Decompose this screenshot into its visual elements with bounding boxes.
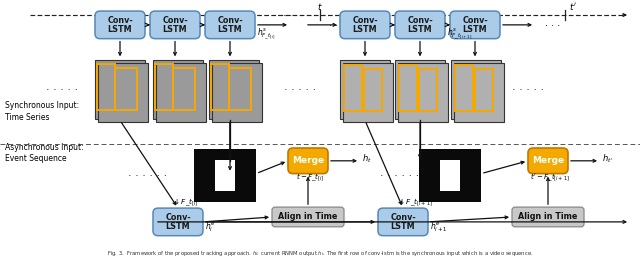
- Text: Conv-: Conv-: [162, 16, 188, 25]
- Text: · · · · ·: · · · · ·: [46, 85, 78, 95]
- Bar: [455, 65, 473, 111]
- FancyBboxPatch shape: [395, 11, 445, 39]
- Text: LSTM: LSTM: [390, 222, 415, 231]
- Text: $\downarrow F\_t_{[i]}$: $\downarrow F\_t_{[i]}$: [172, 197, 198, 208]
- Text: · · · · · ·: · · · · · ·: [129, 171, 168, 181]
- Bar: [399, 65, 417, 111]
- Text: LSTM: LSTM: [408, 25, 432, 34]
- Text: Synchronous Input:
Time Series: Synchronous Input: Time Series: [5, 101, 79, 122]
- Text: Conv-: Conv-: [107, 16, 133, 25]
- Text: · · · · ·: · · · · ·: [48, 11, 76, 21]
- FancyBboxPatch shape: [528, 148, 568, 174]
- Bar: [395, 60, 445, 119]
- Text: $t - F\_t_{[i]}$: $t - F\_t_{[i]}$: [296, 172, 324, 183]
- Text: $t$: $t$: [317, 1, 323, 12]
- Text: Fig. 3.  Framework of the proposed tracking approach. $h_t$: current RNNM output: Fig. 3. Framework of the proposed tracki…: [107, 249, 533, 258]
- Text: Conv-: Conv-: [165, 213, 191, 222]
- FancyBboxPatch shape: [205, 11, 255, 39]
- Bar: [475, 69, 493, 111]
- Text: · · · · ·: · · · · ·: [512, 85, 544, 95]
- FancyBboxPatch shape: [153, 208, 203, 236]
- Text: · · ·: · · ·: [545, 21, 560, 31]
- Text: Conv-: Conv-: [462, 16, 488, 25]
- Text: $h_t$: $h_t$: [362, 153, 372, 165]
- Text: Asynchronous Input:
Event Sequence: Asynchronous Input: Event Sequence: [5, 142, 84, 163]
- Bar: [97, 64, 115, 110]
- Bar: [344, 65, 362, 111]
- Text: Conv-: Conv-: [352, 16, 378, 25]
- Text: Conv-: Conv-: [390, 213, 416, 222]
- Text: · · · · ·: · · · · ·: [284, 85, 316, 95]
- Text: $t'$: $t'$: [569, 1, 577, 12]
- Bar: [115, 68, 137, 110]
- FancyBboxPatch shape: [340, 11, 390, 39]
- Bar: [98, 63, 148, 123]
- Text: · · ·: · · ·: [277, 11, 292, 21]
- Text: Conv-: Conv-: [217, 16, 243, 25]
- Bar: [211, 64, 229, 110]
- Text: LSTM: LSTM: [166, 222, 190, 231]
- Text: LSTM: LSTM: [163, 25, 188, 34]
- Text: $\downarrow F\_t_{[i+1]}$: $\downarrow F\_t_{[i+1]}$: [397, 197, 433, 208]
- Bar: [419, 69, 437, 111]
- FancyBboxPatch shape: [288, 148, 328, 174]
- Text: Align in Time: Align in Time: [278, 212, 338, 221]
- Bar: [215, 160, 235, 191]
- FancyBboxPatch shape: [450, 11, 500, 39]
- Text: Conv-: Conv-: [407, 16, 433, 25]
- Text: · · ·: · · ·: [330, 21, 344, 31]
- Bar: [156, 63, 206, 123]
- Bar: [209, 60, 259, 119]
- FancyBboxPatch shape: [95, 11, 145, 39]
- Text: $h^e_i$: $h^e_i$: [205, 220, 216, 234]
- Bar: [440, 160, 460, 191]
- Text: LSTM: LSTM: [463, 25, 487, 34]
- Bar: [454, 63, 504, 123]
- Text: LSTM: LSTM: [218, 25, 243, 34]
- Text: Merge: Merge: [292, 156, 324, 165]
- Text: $h^s_{F\_t_{[i]}}$: $h^s_{F\_t_{[i]}}$: [257, 27, 275, 42]
- Text: LSTM: LSTM: [353, 25, 378, 34]
- Bar: [419, 149, 481, 202]
- Bar: [343, 63, 393, 123]
- FancyBboxPatch shape: [512, 207, 584, 227]
- Text: · · · · ·: · · · · ·: [501, 11, 529, 21]
- Bar: [173, 68, 195, 110]
- Bar: [155, 64, 173, 110]
- Bar: [194, 149, 256, 202]
- Text: Align in Time: Align in Time: [518, 212, 578, 221]
- Text: $t' - F\_t_{[i+1]}$: $t' - F\_t_{[i+1]}$: [530, 172, 570, 183]
- Bar: [451, 60, 501, 119]
- Text: $h^e_{i+1}$: $h^e_{i+1}$: [430, 220, 448, 234]
- Bar: [229, 68, 251, 110]
- Text: LSTM: LSTM: [108, 25, 132, 34]
- FancyBboxPatch shape: [150, 11, 200, 39]
- Bar: [364, 69, 382, 111]
- Bar: [153, 60, 203, 119]
- Text: $h_{t'}$: $h_{t'}$: [602, 153, 613, 165]
- Text: Merge: Merge: [532, 156, 564, 165]
- Bar: [95, 60, 145, 119]
- FancyBboxPatch shape: [272, 207, 344, 227]
- Text: $h^s_{F\_t_{[i+1]}}$: $h^s_{F\_t_{[i+1]}}$: [447, 27, 472, 42]
- Text: · · · · · ·: · · · · · ·: [380, 171, 420, 181]
- Bar: [398, 63, 448, 123]
- FancyBboxPatch shape: [378, 208, 428, 236]
- Bar: [340, 60, 390, 119]
- Bar: [212, 63, 262, 123]
